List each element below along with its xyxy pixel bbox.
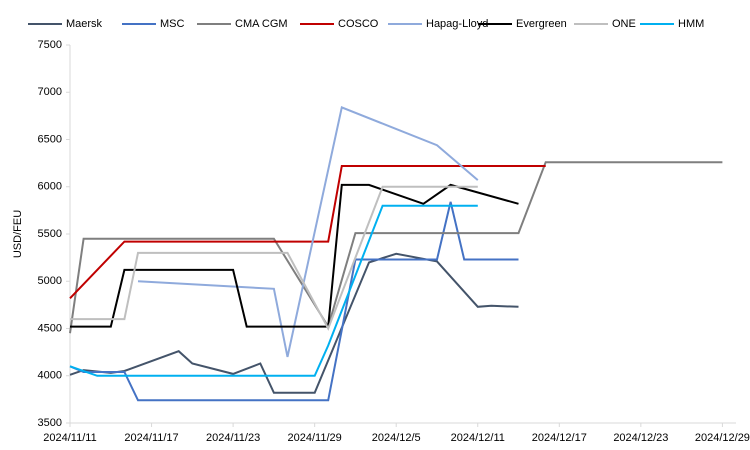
x-tick-label: 2024/12/23 — [613, 432, 668, 444]
y-tick-label: 7500 — [38, 39, 62, 51]
series-line — [69, 161, 723, 334]
legend-label: MSC — [160, 18, 185, 30]
legend-label: Maersk — [66, 18, 103, 30]
series-line — [69, 204, 478, 377]
x-tick-label: 2024/12/11 — [451, 432, 505, 444]
x-tick-label: 2024/12/29 — [695, 432, 750, 444]
x-tick-label: 2024/11/17 — [124, 432, 178, 444]
x-tick-label: 2024/11/11 — [43, 432, 96, 444]
y-axis-label: USD/FEU — [12, 210, 24, 258]
legend-label: HMM — [678, 18, 704, 30]
series-line — [69, 201, 519, 402]
y-tick-label: 3500 — [38, 417, 62, 429]
y-tick-label: 6500 — [38, 133, 62, 145]
y-tick-label: 5000 — [38, 275, 62, 287]
y-tick-label: 5500 — [38, 228, 62, 240]
x-tick-label: 2024/11/23 — [206, 432, 260, 444]
y-tick-label: 6000 — [38, 181, 62, 193]
legend-label: COSCO — [338, 18, 379, 30]
series-line — [69, 165, 546, 299]
y-tick-label: 4500 — [38, 322, 62, 334]
x-tick-label: 2024/11/29 — [288, 432, 342, 444]
series-line — [137, 106, 479, 358]
legend-label: CMA CGM — [235, 18, 288, 30]
y-tick-label: 7000 — [38, 86, 62, 98]
legend-label: Evergreen — [516, 18, 567, 30]
legend-label: Hapag-Lloyd — [426, 18, 488, 30]
series-line — [70, 185, 478, 331]
legend-label: ONE — [612, 18, 636, 30]
x-tick-label: 2024/12/5 — [372, 432, 421, 444]
y-tick-label: 4000 — [38, 370, 62, 382]
x-tick-label: 2024/12/17 — [532, 432, 587, 444]
